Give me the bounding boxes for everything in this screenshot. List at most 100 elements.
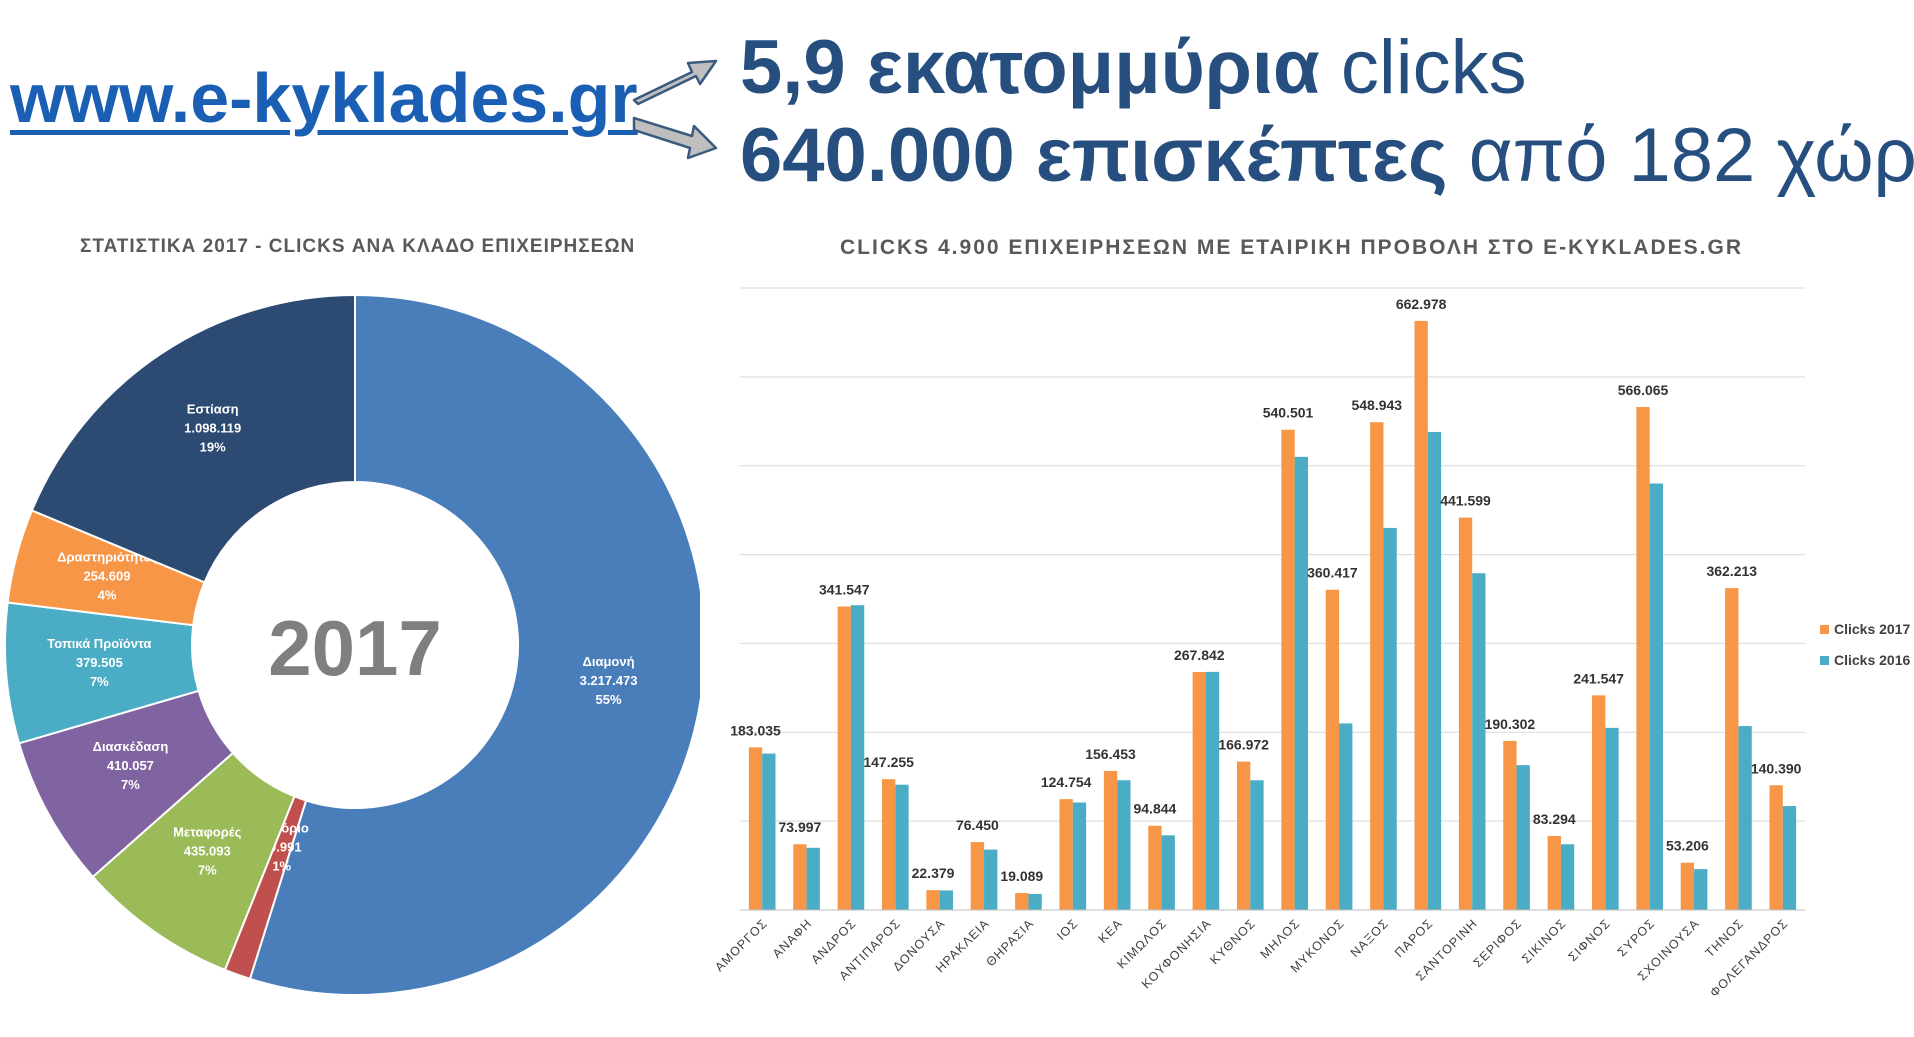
bar-data-label: 362.213 <box>1706 563 1757 579</box>
bar-2016 <box>762 753 776 910</box>
bar-2017 <box>1414 320 1428 910</box>
headline-visitors-bold: 640.000 επισκέπτες <box>740 113 1448 198</box>
bar-data-label: 140.390 <box>1751 760 1802 776</box>
bar-data-label: 183.035 <box>730 722 781 738</box>
donut-slice-label: Διασκέδαση 410.057 7% <box>93 739 169 792</box>
x-tick-label: ΠΑΡΟΣ <box>1392 916 1436 960</box>
bar-data-label: 166.972 <box>1218 737 1269 753</box>
bar-data-label: 156.453 <box>1085 746 1136 762</box>
bar-2017 <box>926 890 940 910</box>
bar-2017 <box>1769 785 1783 910</box>
bar-data-label: 441.599 <box>1440 493 1491 509</box>
bar-2016 <box>850 605 865 910</box>
bar-2017 <box>837 606 851 910</box>
bar-2016 <box>1472 573 1486 910</box>
x-tick-label: ΙΟΣ <box>1054 916 1081 943</box>
donut-chart-title: ΣΤΑΤΙΣΤΙΚΑ 2017 - CLICKS ΑΝΑ ΚΛΑΔΟ ΕΠΙΧΕ… <box>80 236 636 257</box>
x-tick-label: ΣΕΡΙΦΟΣ <box>1471 916 1525 970</box>
headline-clicks: 5,9 εκατομμύρια clicks <box>740 30 1527 106</box>
bar-data-label: 73.997 <box>778 819 821 835</box>
bar-2017 <box>1148 825 1162 910</box>
bar-data-label: 360.417 <box>1307 565 1358 581</box>
bar-data-label: 124.754 <box>1041 774 1092 790</box>
x-tick-label: ΣΥΡΟΣ <box>1615 916 1658 959</box>
bar-2016 <box>1161 835 1175 910</box>
bar-2017 <box>1592 695 1606 910</box>
bar-2017 <box>1503 740 1517 910</box>
arrow-icon <box>632 116 718 160</box>
bar-data-label: 241.547 <box>1573 670 1624 686</box>
legend-label: Clicks 2017 <box>1834 621 1910 637</box>
donut-center-label: 2017 <box>268 604 442 692</box>
headline-visitors-rest: από 182 χώρες <box>1468 113 1914 198</box>
site-link[interactable]: www.e-kyklades.gr <box>10 59 638 137</box>
bar-2016 <box>1605 727 1619 910</box>
bar-2017 <box>1458 517 1473 910</box>
bar-2017 <box>1192 672 1206 910</box>
bar-data-label: 341.547 <box>819 582 870 598</box>
bar-2016 <box>895 784 909 910</box>
bar-2016 <box>1072 802 1087 910</box>
bar-data-label: 548.943 <box>1351 397 1402 413</box>
bar-2016 <box>1028 894 1042 910</box>
bar-2017 <box>1015 893 1029 910</box>
headline-clicks-rest: clicks <box>1319 25 1527 110</box>
bar-data-label: 147.255 <box>863 754 914 770</box>
bar-2017 <box>1059 799 1073 910</box>
bar-data-label: 83.294 <box>1533 811 1576 827</box>
bar-2017 <box>1237 761 1251 910</box>
x-tick-label: ΣΙΚΙΝΟΣ <box>1519 916 1569 966</box>
donut-slice-label: Εστίαση 1.098.119 19% <box>184 402 241 455</box>
x-tick-label: ΣΙΦΝΟΣ <box>1566 916 1614 964</box>
bar-2016 <box>939 890 953 910</box>
x-tick-label: ΘΗΡΑΣΙΑ <box>983 916 1036 969</box>
bar-2016 <box>1205 671 1220 910</box>
bar-2017 <box>970 842 985 910</box>
bar-2016 <box>1294 456 1308 910</box>
bar-data-label: 662.978 <box>1396 296 1447 312</box>
bar-data-label: 540.501 <box>1263 405 1314 421</box>
bar-2017 <box>1725 588 1739 910</box>
bar-2016 <box>1560 844 1575 910</box>
bar-2016 <box>1649 483 1663 910</box>
bar-data-label: 22.379 <box>912 865 955 881</box>
headline-clicks-bold: 5,9 εκατομμύρια <box>740 25 1320 110</box>
legend-swatch <box>1820 656 1829 665</box>
bar-2016 <box>1516 765 1530 910</box>
bar-chart: 183.035ΑΜΟΡΓΟΣ73.997ΑΝΑΦΗ341.547ΑΝΔΡΟΣ14… <box>712 287 1910 1000</box>
x-tick-label: ΤΗΝΟΣ <box>1703 916 1747 960</box>
bar-2016 <box>1383 527 1397 910</box>
bar-data-label: 267.842 <box>1174 647 1225 663</box>
bar-2017 <box>1370 422 1384 910</box>
donut-slice-label: Τοπικά Προϊόντα 379.505 7% <box>47 636 151 689</box>
legend-swatch <box>1820 625 1829 634</box>
donut-slice-label: Μεταφορές 435.093 7% <box>173 825 242 878</box>
headline-visitors: 640.000 επισκέπτες από 182 χώρες <box>740 118 1914 194</box>
x-tick-label: ΚΕΑ <box>1096 916 1126 946</box>
donut-slice <box>248 293 700 996</box>
bar-data-label: 53.206 <box>1666 838 1709 854</box>
x-tick-label: ΝΑΞΟΣ <box>1348 916 1392 960</box>
header: www.e-kyklades.gr 5,9 εκατομμύρια clicks… <box>0 0 1914 215</box>
bar-2017 <box>748 747 763 910</box>
donut-slice <box>30 293 356 584</box>
donut-slice-label: Διαμονή 3.217.473 55% <box>580 654 638 707</box>
arrow-icon <box>632 59 718 106</box>
donut-chart: Διαμονή3.217.47355%Εμπόριο70.9911%Μεταφο… <box>4 293 700 996</box>
bar-2017 <box>793 844 807 910</box>
bar-2016 <box>1427 431 1442 910</box>
bar-2017 <box>882 779 896 910</box>
bar-2016 <box>1117 780 1131 910</box>
bar-2016 <box>1738 726 1752 910</box>
bar-2017 <box>1636 407 1650 910</box>
legend-label: Clicks 2016 <box>1834 652 1910 668</box>
x-tick-label: ΑΝΑΦΗ <box>770 916 815 961</box>
bar-2016 <box>1339 723 1353 910</box>
bar-2017 <box>1281 429 1295 910</box>
bar-chart-title: CLICKS 4.900 ΕΠΙΧΕΙΡΗΣΕΩΝ ΜΕ ΕΤΑΙΡΙΚΗ ΠΡ… <box>840 236 1743 259</box>
x-tick-label: ΜΗΛΟΣ <box>1258 916 1303 961</box>
bar-data-label: 19.089 <box>1000 868 1043 884</box>
bar-2016 <box>1694 869 1708 910</box>
bar-2017 <box>1680 862 1695 910</box>
bar-2017 <box>1103 770 1118 910</box>
